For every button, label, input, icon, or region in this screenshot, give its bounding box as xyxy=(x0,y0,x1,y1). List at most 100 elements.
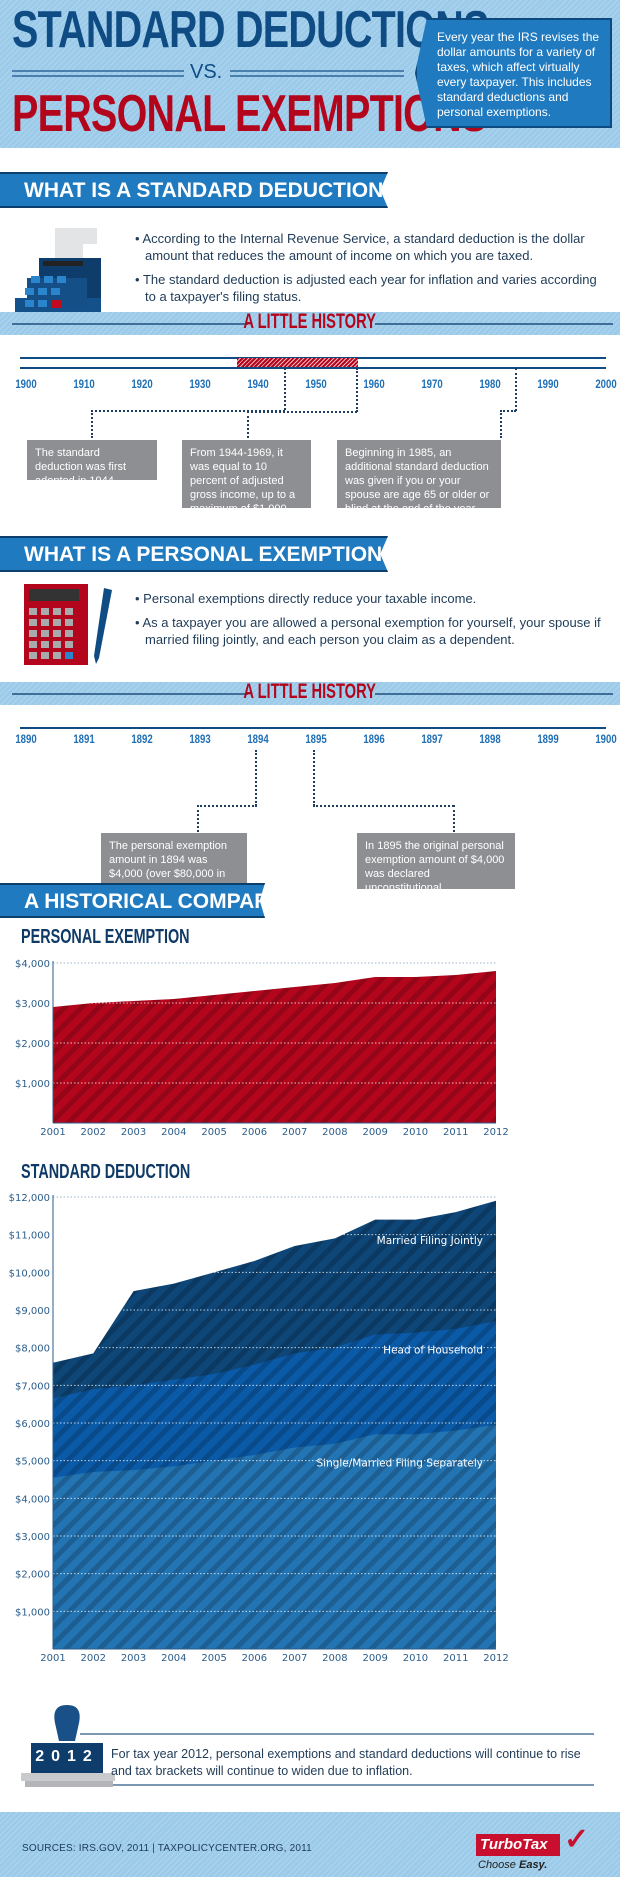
section-banner-personal-exemption: WHAT IS A PERSONAL EXEMPTION? xyxy=(0,536,388,572)
x-tick-label: 2009 xyxy=(362,1127,387,1138)
timeline-axis xyxy=(20,727,606,729)
calculator-pen-icon xyxy=(24,584,112,665)
series-label: Head of Household xyxy=(383,1344,483,1356)
history-note: The personal exemption amount in 1894 wa… xyxy=(101,833,247,894)
tagline-part: Easy. xyxy=(518,1859,548,1871)
timeline-highlight-1944-1969 xyxy=(237,358,358,367)
intro-callout: Every year the IRS revises the dollar am… xyxy=(415,18,612,128)
timeline-year: 1896 xyxy=(363,732,385,746)
personal-exemption-chart: $1,000 $2,000 $3,000 $4,000 2001 2002 2003 2004… xyxy=(15,959,509,1138)
y-tick-label: $12,000 xyxy=(9,1193,50,1204)
x-tick-label: 2001 xyxy=(40,1653,65,1664)
x-tick-label: 2004 xyxy=(161,1127,186,1138)
x-tick-label: 2002 xyxy=(81,1653,106,1664)
x-tick-label: 2003 xyxy=(121,1653,146,1664)
x-tick-label: 2007 xyxy=(282,1653,307,1664)
bullet: • According to the Internal Revenue Serv… xyxy=(135,231,585,263)
y-tick-label: $10,000 xyxy=(9,1268,50,1279)
bullet: • The standard deduction is adjusted eac… xyxy=(135,272,597,304)
y-tick-label: $1,000 xyxy=(15,1079,50,1090)
chart-title-standard-deduction: STANDARD DEDUCTION xyxy=(21,1161,191,1183)
y-tick-label: $5,000 xyxy=(15,1457,50,1468)
history-note: The standard deduction was first adopted… xyxy=(27,440,157,487)
standard-deduction-chart: $1,000 $2,000 $3,000 $4,000 $5,000 $6,000 $7,0… xyxy=(9,1193,509,1664)
x-tick-label: 2011 xyxy=(443,1127,468,1138)
timeline-year: 1950 xyxy=(305,377,327,391)
personal-exemption-bullets: • Personal exemptions directly reduce yo… xyxy=(135,590,610,655)
y-tick-label: $8,000 xyxy=(15,1344,50,1355)
history-title: A LITTLE HISTORY xyxy=(243,310,377,333)
y-tick-label: $3,000 xyxy=(15,999,50,1010)
footer-note: For tax year 2012, personal exemptions a… xyxy=(111,1747,581,1778)
sources-footer: SOURCES: IRS.GOV, 2011 | TAXPOLICYCENTER… xyxy=(0,1812,620,1877)
timeline-year: 1920 xyxy=(131,377,153,391)
history-band-personal: A LITTLE HISTORY xyxy=(0,680,620,705)
checkmark-icon: ✓ xyxy=(564,1823,590,1856)
x-tick-label: 2008 xyxy=(322,1653,347,1664)
x-tick-label: 2010 xyxy=(403,1127,428,1138)
x-tick-label: 2005 xyxy=(201,1653,226,1664)
timeline-year: 1898 xyxy=(479,732,501,746)
area-series-personal-exemption xyxy=(53,971,496,1123)
x-tick-label: 2009 xyxy=(362,1653,387,1664)
timeline-year: 1900 xyxy=(15,377,37,391)
y-tick-label: $2,000 xyxy=(15,1570,50,1581)
timeline-year: 1940 xyxy=(247,377,269,391)
series-label: Married Filing Jointly xyxy=(377,1235,483,1247)
timeline-year: 2000 xyxy=(595,377,617,391)
y-tick-label: $11,000 xyxy=(9,1231,50,1242)
timeline-year: 1897 xyxy=(421,732,443,746)
y-tick-label: $7,000 xyxy=(15,1381,50,1392)
history-note: From 1944-1969, it was equal to 10 perce… xyxy=(182,440,311,515)
timeline-year: 1892 xyxy=(131,732,153,746)
timeline-year: 1980 xyxy=(479,377,501,391)
bullet-text: As a taxpayer you are allowed a personal… xyxy=(142,615,601,647)
timeline-axis xyxy=(20,367,606,369)
x-tick-label: 2008 xyxy=(322,1127,347,1138)
y-tick-label: $6,000 xyxy=(15,1419,50,1430)
section-banner-comparison: A HISTORICAL COMPARISON xyxy=(0,883,265,918)
bullet: • Personal exemptions directly reduce yo… xyxy=(135,591,477,606)
series-label: Single/Married Filing Separately xyxy=(316,1457,483,1469)
x-tick-label: 2006 xyxy=(242,1653,267,1664)
x-tick-label: 2011 xyxy=(443,1653,468,1664)
y-tick-label: $2,000 xyxy=(15,1039,50,1050)
x-tick-label: 2003 xyxy=(121,1127,146,1138)
logo-tagline: Choose Easy. xyxy=(478,1859,547,1871)
y-tick-label: $1,000 xyxy=(15,1607,50,1618)
y-tick-label: $4,000 xyxy=(15,1494,50,1505)
history-note: In 1895 the original personal exemption … xyxy=(357,833,515,894)
x-tick-label: 2002 xyxy=(81,1127,106,1138)
history-title: A LITTLE HISTORY xyxy=(243,680,377,703)
x-tick-label: 2004 xyxy=(161,1653,186,1664)
x-tick-label: 2012 xyxy=(483,1653,508,1664)
y-tick-label: $3,000 xyxy=(15,1532,50,1543)
x-tick-label: 2010 xyxy=(403,1653,428,1664)
x-tick-label: 2006 xyxy=(242,1127,267,1138)
tagline-part: Choose xyxy=(478,1859,519,1871)
header: STANDARD DEDUCTIONS VS. PERSONAL EXEMPTI… xyxy=(0,0,620,148)
timeline-year: 1890 xyxy=(15,732,37,746)
timeline-year: 1990 xyxy=(537,377,559,391)
bullet-text: According to the Internal Revenue Servic… xyxy=(142,231,585,263)
timeline-year: 1891 xyxy=(73,732,95,746)
vs-label: VS. xyxy=(190,61,223,83)
timeline-year: 1970 xyxy=(421,377,443,391)
y-tick-label: $4,000 xyxy=(15,959,50,970)
bullet-text: Personal exemptions directly reduce your… xyxy=(143,591,477,606)
bullet-text: The standard deduction is adjusted each … xyxy=(142,272,597,304)
timeline-year: 1893 xyxy=(189,732,211,746)
history-band-standard: A LITTLE HISTORY xyxy=(0,310,620,335)
section-banner-standard-deduction: WHAT IS A STANDARD DEDUCTION? xyxy=(0,172,388,208)
timeline-year: 1910 xyxy=(73,377,95,391)
chart-title-personal-exemption: PERSONAL EXEMPTION xyxy=(21,926,190,948)
x-tick-label: 2007 xyxy=(282,1127,307,1138)
x-tick-label: 2012 xyxy=(483,1127,508,1138)
turbotax-logo[interactable]: TurboTax xyxy=(476,1834,560,1856)
x-tick-label: 2001 xyxy=(40,1127,65,1138)
stamp-year: 2012 xyxy=(35,1748,99,1765)
timeline-year: 1894 xyxy=(247,732,269,746)
standard-deduction-bullets: • According to the Internal Revenue Serv… xyxy=(135,230,610,312)
y-tick-label: $9,000 xyxy=(15,1306,50,1317)
vs-divider: VS. xyxy=(12,60,404,84)
